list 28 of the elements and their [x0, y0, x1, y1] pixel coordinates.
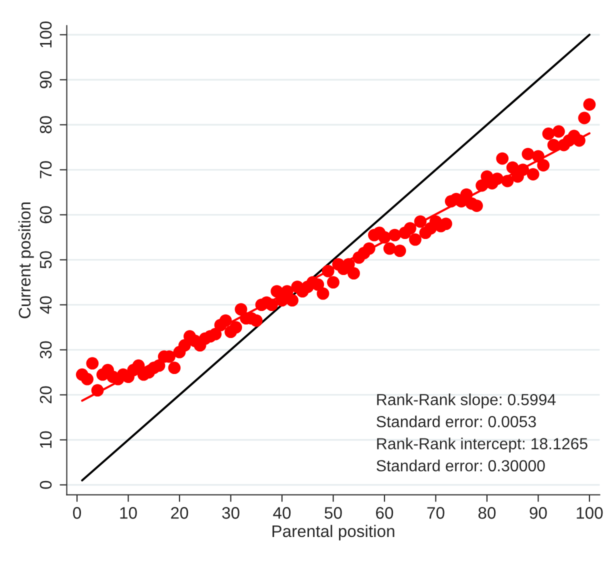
y-axis-title: Current position	[18, 202, 34, 318]
y-tick-label: 90	[40, 71, 52, 88]
x-tick-label: 70	[427, 507, 444, 519]
y-tick-label: 80	[40, 116, 52, 134]
y-tick-label: 50	[40, 251, 52, 268]
x-axis-title: Parental position	[272, 524, 394, 540]
annotation: Standard error: 0.0053	[376, 416, 536, 428]
y-tick-label: 60	[40, 206, 52, 224]
y-tick-label: 10	[40, 431, 52, 448]
y-tick-label: 20	[40, 386, 52, 404]
x-tick-label: 80	[478, 507, 496, 519]
y-tick-label: 100	[40, 21, 52, 48]
annotation: Rank-Rank slope: 0.5994	[377, 394, 556, 408]
y-tick-label: 70	[40, 161, 52, 178]
annotation: Rank-Rank intercept: 18.1265	[377, 438, 588, 453]
x-tick-label: 50	[324, 507, 342, 519]
annotation: Standard error: 0.30000	[376, 460, 545, 472]
x-tick-label: 40	[273, 507, 291, 519]
x-tick-label: 10	[120, 507, 137, 519]
y-tick-label: 0	[40, 480, 52, 489]
y-tick-label: 30	[40, 341, 52, 358]
x-tick-label: 100	[576, 507, 603, 519]
x-tick-label: 20	[171, 507, 188, 519]
x-tick-label: 30	[222, 507, 240, 519]
y-tick-label: 40	[40, 296, 52, 314]
x-tick-label: 60	[376, 507, 394, 519]
x-tick-label: 90	[530, 507, 547, 519]
x-tick-label: 0	[73, 507, 81, 519]
